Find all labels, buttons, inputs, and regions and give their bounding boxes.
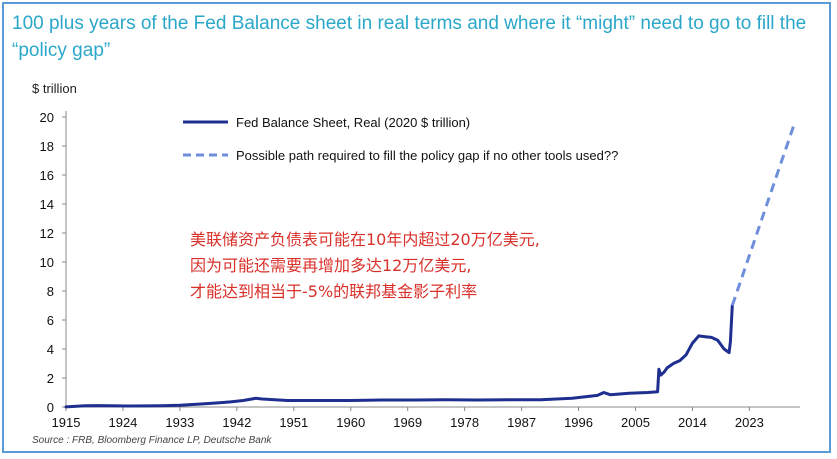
y-tick-label: 6 [47,313,54,328]
x-tick-label: 1969 [393,415,422,430]
y-tick-label: 4 [47,342,54,357]
y-tick-label: 8 [47,284,54,299]
annotation-line-1: 美联储资产负债表可能在10年内超过20万亿美元, [190,230,540,249]
annotation-line-2: 因为可能还需要再增加多达12万亿美元, [190,256,471,275]
x-tick-label: 1915 [52,415,81,430]
x-tick-label: 1996 [564,415,593,430]
x-tick-label: 1960 [336,415,365,430]
chart-frame: 100 plus years of the Fed Balance sheet … [2,2,831,453]
series-line-projection [730,125,796,306]
y-axis-label: $ trillion [32,81,77,96]
x-tick-label: 2005 [621,415,650,430]
y-tick-label: 10 [40,255,54,270]
x-tick-label: 1942 [222,415,251,430]
axes: 0 2 4 6 8 10 12 14 16 18 20 1915 1924 1933 1942 1951 196… [40,110,800,430]
y-tick-label: 12 [40,226,54,241]
legend-label-solid: Fed Balance Sheet, Real (2020 $ trillion… [236,115,470,130]
y-tick-label: 14 [40,197,54,212]
source-note: Source : FRB, Bloomberg Finance LP, Deut… [32,435,272,446]
y-tick-label: 2 [47,371,54,386]
x-tick-label: 1987 [507,415,536,430]
y-tick-label: 20 [40,110,54,125]
annotation-block: 美联储资产负债表可能在10年内超过20万亿美元, 因为可能还需要再增加多达12万… [190,230,540,301]
legend: Fed Balance Sheet, Real (2020 $ trillion… [183,115,618,163]
y-tick-label: 16 [40,168,54,183]
y-tick-label: 18 [40,139,54,154]
x-tick-label: 2014 [678,415,707,430]
series-layer [64,125,796,409]
x-tick-label: 1933 [165,415,194,430]
chart-title: 100 plus years of the Fed Balance sheet … [12,13,807,61]
y-tick-label: 0 [47,400,54,415]
annotation-line-3: 才能达到相当于-5%的联邦基金影子利率 [190,282,477,301]
x-tick-label: 1978 [450,415,479,430]
series-line-fed-balance-sheet [64,304,734,409]
x-tick-label: 1951 [279,415,308,430]
legend-label-dashed: Possible path required to fill the polic… [236,148,618,163]
x-tick-label: 2023 [735,415,764,430]
x-tick-label: 1924 [108,415,137,430]
